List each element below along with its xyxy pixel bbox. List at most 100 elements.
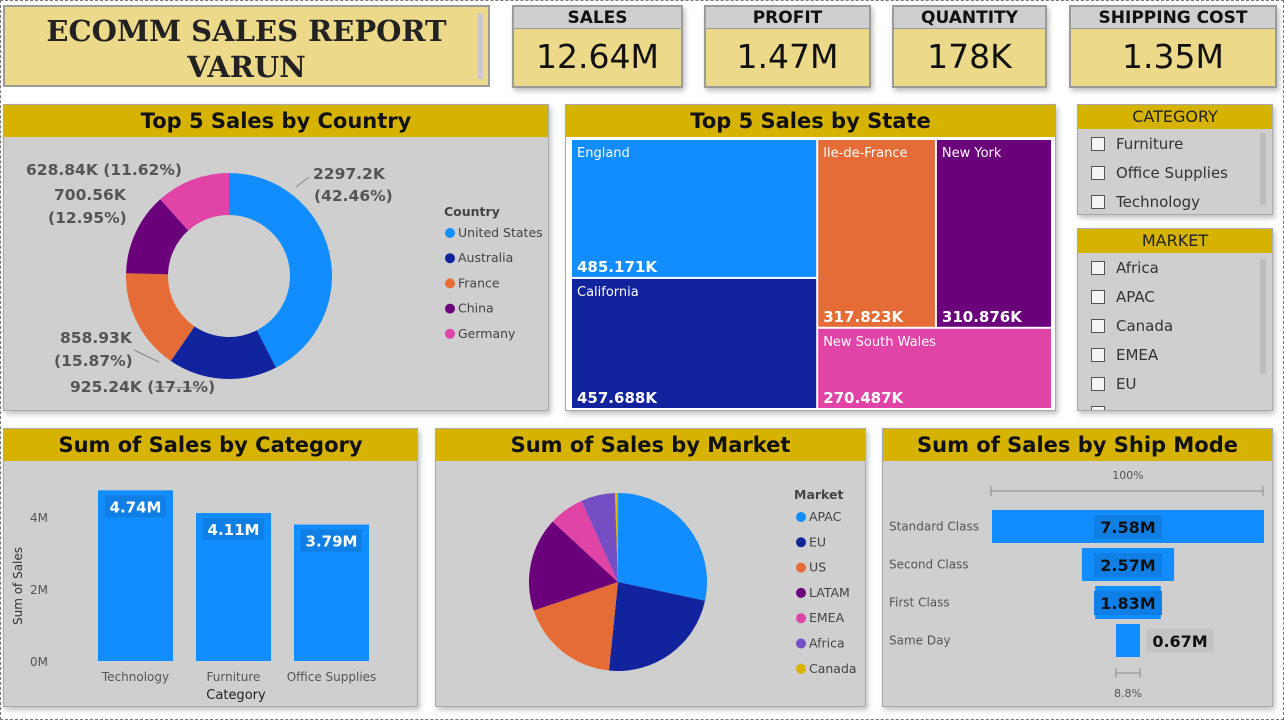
kpi-shipping-cost-value: 1.35M [1122,37,1224,76]
treemap-tile-new-york[interactable] [936,140,1051,327]
market-legend-label-africa[interactable]: Africa [809,636,845,651]
state-chart-title: Top 5 Sales by State [566,105,1055,137]
checkbox-icon[interactable] [1091,260,1105,275]
market-legend-label-eu[interactable]: EU [809,534,826,549]
bar-value-office-supplies: 3.79M [306,533,358,551]
bar-value-box [105,495,166,518]
funnel-category-standard-class: Standard Class [889,520,979,534]
donut-slice-france[interactable] [125,273,195,361]
report-title: ECOMM SALES REPORT VARUN [3,5,490,87]
market-legend-label-latam[interactable]: LATAM [809,585,850,600]
category-slicer: CATEGORY Furniture Office Supplies Techn… [1077,104,1273,215]
kpi-sales-label: SALES [514,7,681,29]
funnel-value-standard-class: 7.58M [1100,518,1155,537]
donut-label-united-states-value: 2297.2K [313,165,386,183]
donut-slice-united-states[interactable] [229,173,332,368]
report-title-line1: ECOMM SALES REPORT [46,14,447,48]
pie-slice-africa[interactable] [581,493,618,582]
market-legend-label-us[interactable]: US [809,560,826,575]
bar-value-technology: 4.74M [110,498,162,516]
treemap-tile-ile-de-france[interactable] [818,140,935,327]
legend-label-australia[interactable]: Australia [458,250,513,265]
bar-y-tick: 0M [30,655,48,669]
legend-label-china[interactable]: China [458,301,494,316]
checkbox-icon[interactable] [1091,318,1105,333]
title-scrollbar[interactable] [478,13,483,79]
market-option-partial[interactable] [1078,398,1272,410]
market-option-eu[interactable]: EU [1078,369,1272,398]
donut-slice-china[interactable] [126,199,189,275]
market-slicer-scrollbar[interactable] [1260,259,1266,374]
treemap-label-new-york: New York [942,146,1002,161]
treemap-value-england: 485.171K [577,258,658,276]
kpi-profit-value: 1.47M [736,37,839,76]
treemap-value-california: 457.688K [577,389,658,407]
funnel-bar-same-day[interactable] [1115,624,1141,657]
market-chart-title: Sum of Sales by Market [436,429,865,461]
donut-leader-line [161,167,173,171]
shipmode-chart-panel: Sum of Sales by Ship Mode 100% 8.8% Stan… [882,428,1273,707]
kpi-shipping-cost-card: SHIPPING COST 1.35M [1069,5,1277,88]
kpi-quantity-label: QUANTITY [894,7,1045,29]
category-option-technology[interactable]: Technology [1078,187,1272,214]
category-option-furniture[interactable]: Furniture [1078,129,1272,158]
donut-label-china-value: 700.56K [54,186,127,204]
pie-slice-emea[interactable] [552,500,618,582]
legend-label-france[interactable]: France [458,275,500,290]
legend-label-germany[interactable]: Germany [458,326,516,341]
category-chart-title: Sum of Sales by Category [4,429,417,461]
market-slicer: MARKET Africa APAC Canada EMEA EU [1077,228,1273,411]
donut-slice-germany[interactable] [160,173,229,231]
checkbox-icon[interactable] [1091,405,1105,410]
pie-slice-apac[interactable] [618,493,707,601]
market-legend-label-emea[interactable]: EMEA [809,610,845,625]
checkbox-icon[interactable] [1091,347,1105,362]
pie-slice-latam[interactable] [529,521,618,611]
treemap-tile-england[interactable] [572,140,817,277]
country-chart-title: Top 5 Sales by Country [4,105,548,137]
market-option-canada[interactable]: Canada [1078,311,1272,340]
market-legend-title: Market [794,487,843,502]
legend-marker-france [445,278,455,289]
kpi-sales-value: 12.64M [536,37,659,76]
market-chart-panel: Sum of Sales by Market Market APAC EU US LA… [435,428,866,707]
funnel-value-first-class: 1.83M [1100,594,1155,613]
funnel-bottom-percent: 8.8% [1114,687,1142,700]
category-slicer-scrollbar[interactable] [1260,133,1266,205]
kpi-quantity-value: 178K [927,37,1012,76]
kpi-quantity-card: QUANTITY 178K [892,5,1047,88]
donut-label-germany: 628.84K (11.62%) [26,161,182,179]
market-legend-marker-africa [796,638,806,649]
market-option-apac[interactable]: APAC [1078,282,1272,311]
checkbox-icon[interactable] [1091,165,1105,180]
checkbox-icon[interactable] [1091,136,1105,151]
checkbox-icon[interactable] [1091,289,1105,304]
category-option-office-supplies[interactable]: Office Supplies [1078,158,1272,187]
checkbox-icon[interactable] [1091,194,1105,209]
kpi-profit-label: PROFIT [706,7,869,29]
bar-technology[interactable] [98,490,173,661]
funnel-category-same-day: Same Day [889,634,951,648]
market-option-emea[interactable]: EMEA [1078,340,1272,369]
state-treemap-chart: England 485.171K California 457.688K Ile-de-… [572,140,1051,408]
legend-marker-united-states [445,228,455,238]
treemap-tile-new-south-wales[interactable] [818,328,1051,408]
treemap-tile-california[interactable] [572,278,817,408]
pie-slice-us[interactable] [533,582,618,671]
pie-slice-canada[interactable] [614,493,618,582]
market-option-africa[interactable]: Africa [1078,253,1272,282]
market-legend-marker-emea [796,613,806,624]
donut-leader-line [153,386,200,389]
market-legend-label-canada[interactable]: Canada [809,661,857,676]
kpi-profit-card: PROFIT 1.47M [704,5,871,88]
legend-marker-australia [445,253,455,264]
donut-label-france-percent: (15.87%) [54,352,133,370]
funnel-value-box [1094,515,1162,539]
pie-slice-eu[interactable] [608,582,706,671]
checkbox-icon[interactable] [1091,376,1105,391]
legend-label-united-states[interactable]: United States [458,225,543,240]
donut-slice-australia[interactable] [170,326,277,379]
treemap-label-new-south-wales: New South Wales [823,335,936,350]
bar-category-technology: Technology [101,670,169,684]
market-legend-label-apac[interactable]: APAC [809,509,842,524]
